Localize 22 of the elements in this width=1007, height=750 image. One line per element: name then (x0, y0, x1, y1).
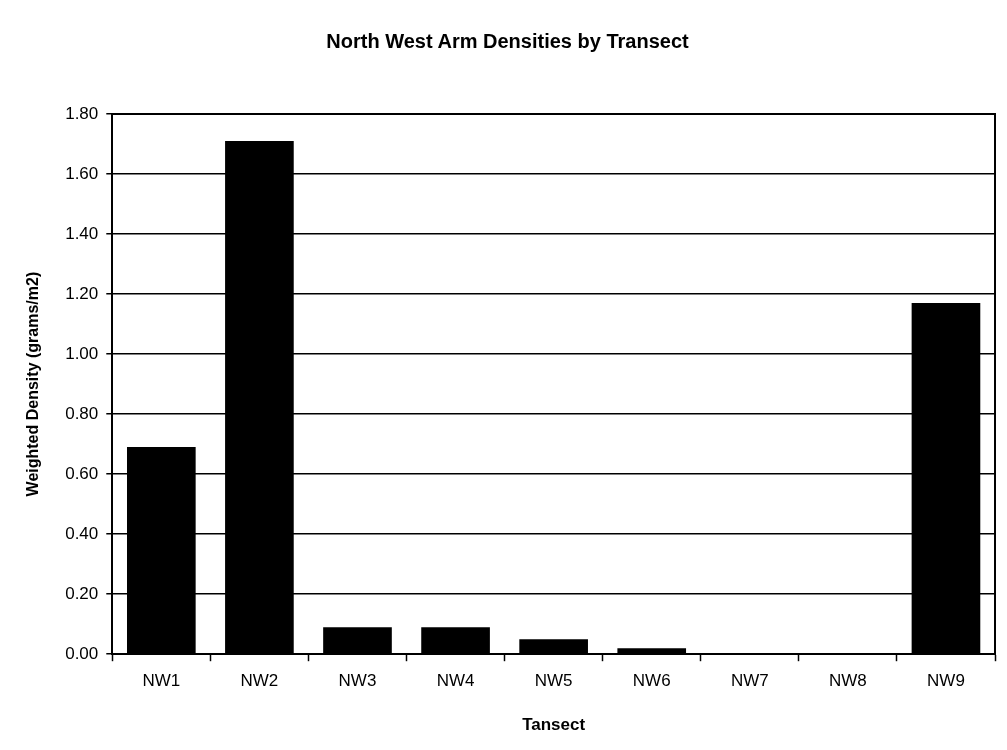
y-tick-label: 0.40 (65, 523, 99, 543)
y-tick-label: 1.60 (65, 163, 99, 183)
y-tick-label: 0.60 (65, 463, 99, 483)
x-tick-label: NW8 (828, 671, 867, 691)
y-tick-label: 1.40 (65, 223, 99, 243)
x-tick-label: NW7 (730, 671, 769, 691)
y-tick-label: 1.20 (65, 283, 99, 303)
x-tick-label: NW4 (436, 671, 475, 691)
y-tick-label: 0.20 (65, 583, 99, 603)
x-tick-label: NW1 (142, 671, 181, 691)
x-tick-label: NW6 (632, 671, 671, 691)
y-axis-title: Weighted Density (grams/m2) (24, 271, 42, 497)
x-tick-label: NW5 (534, 671, 573, 691)
x-tick-label: NW3 (338, 671, 377, 691)
x-tick-label: NW2 (240, 671, 279, 691)
y-tick-label: 1.00 (65, 343, 99, 363)
y-tick-label: 0.80 (65, 403, 99, 423)
chart-title: North West Arm Densities by Transect (326, 29, 689, 52)
y-tick-label: 0.00 (65, 643, 99, 663)
x-axis-title: Tansect (522, 715, 586, 735)
x-tick-label: NW9 (927, 671, 965, 691)
y-tick-label: 1.80 (65, 103, 99, 123)
